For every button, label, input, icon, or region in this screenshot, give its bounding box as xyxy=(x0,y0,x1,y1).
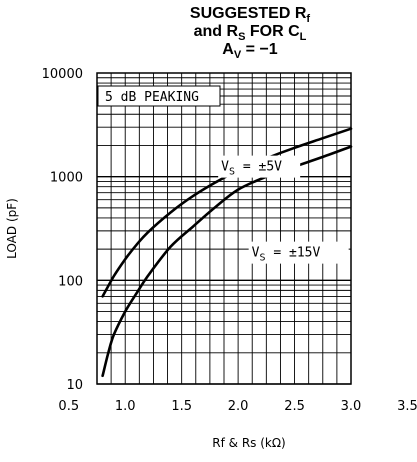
tick-labels: 0.5 1.0 1.5 2.0 2.5 3.0 3.5 10 100 1000 10000 xyxy=(42,67,417,414)
series-label-15v-bg xyxy=(248,241,349,264)
x-tick-label: 1.5 xyxy=(171,399,192,414)
y-tick-label: 10 xyxy=(66,378,83,393)
x-axis-label: Rf & Rs (kΩ) xyxy=(212,436,285,450)
y-tick-label: 10000 xyxy=(42,67,83,82)
peaking-note: 5 dB PEAKING xyxy=(97,85,221,107)
x-tick-label: 3.0 xyxy=(341,399,362,414)
grid xyxy=(96,73,352,385)
chart-title-line-3: AV = −1 xyxy=(222,41,277,61)
peaking-note-text: 5 dB PEAKING xyxy=(105,90,199,105)
y-axis-label: LOAD (pF) xyxy=(5,198,19,259)
peaking-note-box xyxy=(97,85,221,107)
x-tick-label: 2.0 xyxy=(228,399,249,414)
series-line-1 xyxy=(101,127,353,298)
y-tick-label: 1000 xyxy=(50,171,83,186)
series-label-15v-text: VS = ±15V xyxy=(252,246,321,264)
plot-frame xyxy=(96,72,352,385)
chart-title-line-1: SUGGESTED Rf xyxy=(190,5,310,25)
x-tick-label: 3.5 xyxy=(397,399,417,414)
series-label-5v-text: VS = ±5V xyxy=(221,160,282,178)
y-tick-label: 100 xyxy=(58,274,83,289)
x-tick-label: 1.0 xyxy=(115,399,136,414)
series-label-5v-bg xyxy=(218,155,301,178)
series-label-5v: VS = ±5V xyxy=(218,155,301,178)
series-label-15v: VS = ±15V xyxy=(248,241,349,264)
x-tick-label: 2.5 xyxy=(284,399,305,414)
chart-title-line-2: and RS FOR CL xyxy=(194,23,307,43)
x-tick-label: 0.5 xyxy=(58,399,79,414)
